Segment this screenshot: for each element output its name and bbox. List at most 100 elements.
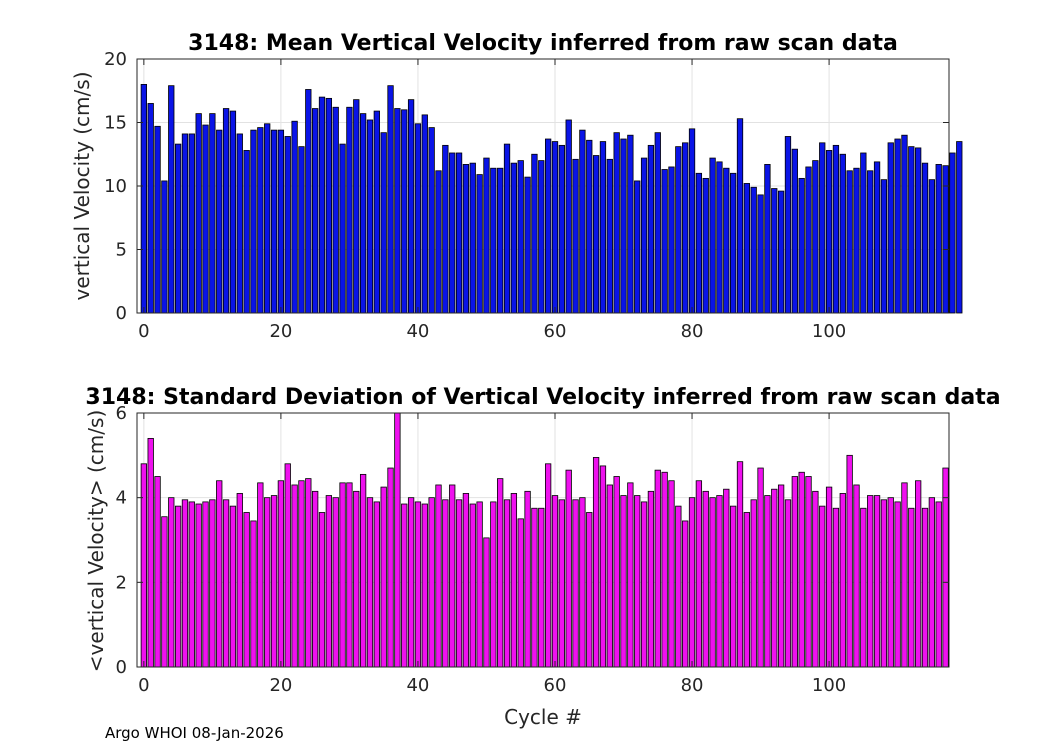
std-bar bbox=[743, 512, 750, 668]
mean-y-tick-label: 10 bbox=[104, 176, 127, 197]
mean-bar bbox=[394, 108, 401, 314]
std-bar bbox=[181, 499, 189, 668]
mean-bar bbox=[174, 143, 182, 314]
mean-y-tick-label: 15 bbox=[104, 113, 127, 134]
std-bar bbox=[366, 497, 374, 668]
std-bar bbox=[757, 467, 764, 668]
mean-bar bbox=[442, 144, 449, 314]
mean-bar bbox=[928, 179, 936, 314]
std-velocity-ylabel: <vertical Velocity> (cm/s) bbox=[84, 410, 108, 673]
mean-bar bbox=[853, 167, 860, 314]
mean-bar bbox=[921, 162, 929, 314]
mean-bar bbox=[592, 155, 600, 314]
footer-credit: Argo WHOI 08-Jan-2026 bbox=[105, 724, 284, 742]
std-bar bbox=[675, 505, 682, 668]
mean-bar bbox=[613, 132, 620, 314]
mean-bar bbox=[339, 143, 346, 314]
mean-x-tick-label: 40 bbox=[406, 321, 429, 342]
std-bar bbox=[332, 497, 339, 668]
mean-bar bbox=[353, 99, 360, 314]
mean-bar bbox=[791, 148, 798, 314]
mean-bar bbox=[524, 176, 531, 314]
std-bar bbox=[812, 490, 819, 668]
mean-bar bbox=[832, 144, 840, 314]
std-bar bbox=[298, 480, 305, 668]
std-bar bbox=[510, 493, 518, 668]
std-bar bbox=[291, 484, 298, 668]
mean-bar bbox=[359, 113, 367, 314]
mean-bar bbox=[318, 96, 326, 314]
mean-bar bbox=[250, 129, 257, 314]
std-bar bbox=[428, 497, 435, 668]
std-bar bbox=[921, 507, 929, 668]
std-bar bbox=[716, 495, 723, 668]
std-bar bbox=[640, 501, 648, 668]
std-bar bbox=[908, 507, 915, 668]
std-bar bbox=[476, 501, 483, 668]
std-bar bbox=[873, 495, 881, 668]
mean-bar bbox=[880, 179, 888, 314]
std-bar bbox=[647, 490, 655, 668]
std-bar bbox=[270, 495, 278, 668]
mean-bar bbox=[565, 119, 572, 314]
mean-bar bbox=[750, 186, 757, 314]
mean-y-tick-label: 5 bbox=[116, 240, 127, 261]
mean-bar bbox=[517, 160, 524, 314]
std-velocity-title: 3148: Standard Deviation of Vertical Vel… bbox=[85, 385, 1000, 410]
mean-bar bbox=[243, 150, 250, 314]
std-bar bbox=[318, 512, 326, 668]
std-bar bbox=[414, 501, 422, 668]
mean-bar bbox=[743, 183, 750, 314]
mean-bar bbox=[846, 170, 853, 314]
mean-bar bbox=[572, 158, 579, 314]
mean-bar bbox=[634, 180, 641, 314]
mean-bar bbox=[291, 120, 298, 314]
mean-bar bbox=[627, 134, 634, 314]
mean-bar bbox=[757, 194, 764, 314]
std-bar bbox=[695, 480, 703, 668]
mean-bar bbox=[688, 128, 696, 314]
mean-bar bbox=[784, 136, 792, 314]
std-bar bbox=[490, 501, 497, 668]
std-x-tick-label: 80 bbox=[681, 675, 704, 696]
std-x-tick-label: 0 bbox=[138, 675, 149, 696]
mean-bar bbox=[503, 143, 511, 314]
std-bar bbox=[572, 499, 579, 668]
mean-bar bbox=[558, 144, 565, 314]
std-bar bbox=[606, 484, 613, 668]
mean-bar bbox=[723, 167, 730, 314]
std-bar bbox=[928, 497, 936, 668]
std-bar bbox=[565, 469, 572, 668]
mean-bar bbox=[825, 150, 833, 314]
mean-velocity-ylabel: vertical Velocity (cm/s) bbox=[70, 72, 94, 301]
mean-bar bbox=[428, 127, 435, 314]
std-bar bbox=[312, 490, 319, 668]
std-bar bbox=[853, 484, 860, 668]
mean-bar bbox=[812, 160, 819, 314]
mean-bar bbox=[236, 133, 243, 314]
std-bar bbox=[462, 493, 470, 668]
std-bar bbox=[497, 478, 504, 668]
mean-bar bbox=[956, 141, 963, 314]
mean-bar bbox=[449, 152, 456, 314]
std-bar bbox=[503, 499, 511, 668]
mean-bar bbox=[510, 162, 518, 314]
std-bar bbox=[359, 473, 367, 668]
std-bar bbox=[264, 497, 271, 668]
mean-bar bbox=[908, 146, 915, 314]
std-bar bbox=[195, 503, 202, 668]
mean-bar bbox=[675, 146, 682, 314]
mean-bar bbox=[284, 136, 291, 314]
mean-bar bbox=[140, 84, 147, 314]
mean-bar bbox=[702, 177, 709, 314]
mean-bar bbox=[497, 167, 504, 314]
mean-bar bbox=[421, 114, 428, 314]
std-bar bbox=[592, 457, 600, 668]
mean-bar bbox=[586, 139, 593, 314]
mean-bar bbox=[860, 152, 867, 314]
std-bar bbox=[901, 482, 908, 668]
std-axes-box bbox=[136, 412, 950, 668]
mean-bar bbox=[407, 99, 415, 314]
std-bar bbox=[579, 497, 586, 668]
std-bar bbox=[798, 471, 805, 668]
